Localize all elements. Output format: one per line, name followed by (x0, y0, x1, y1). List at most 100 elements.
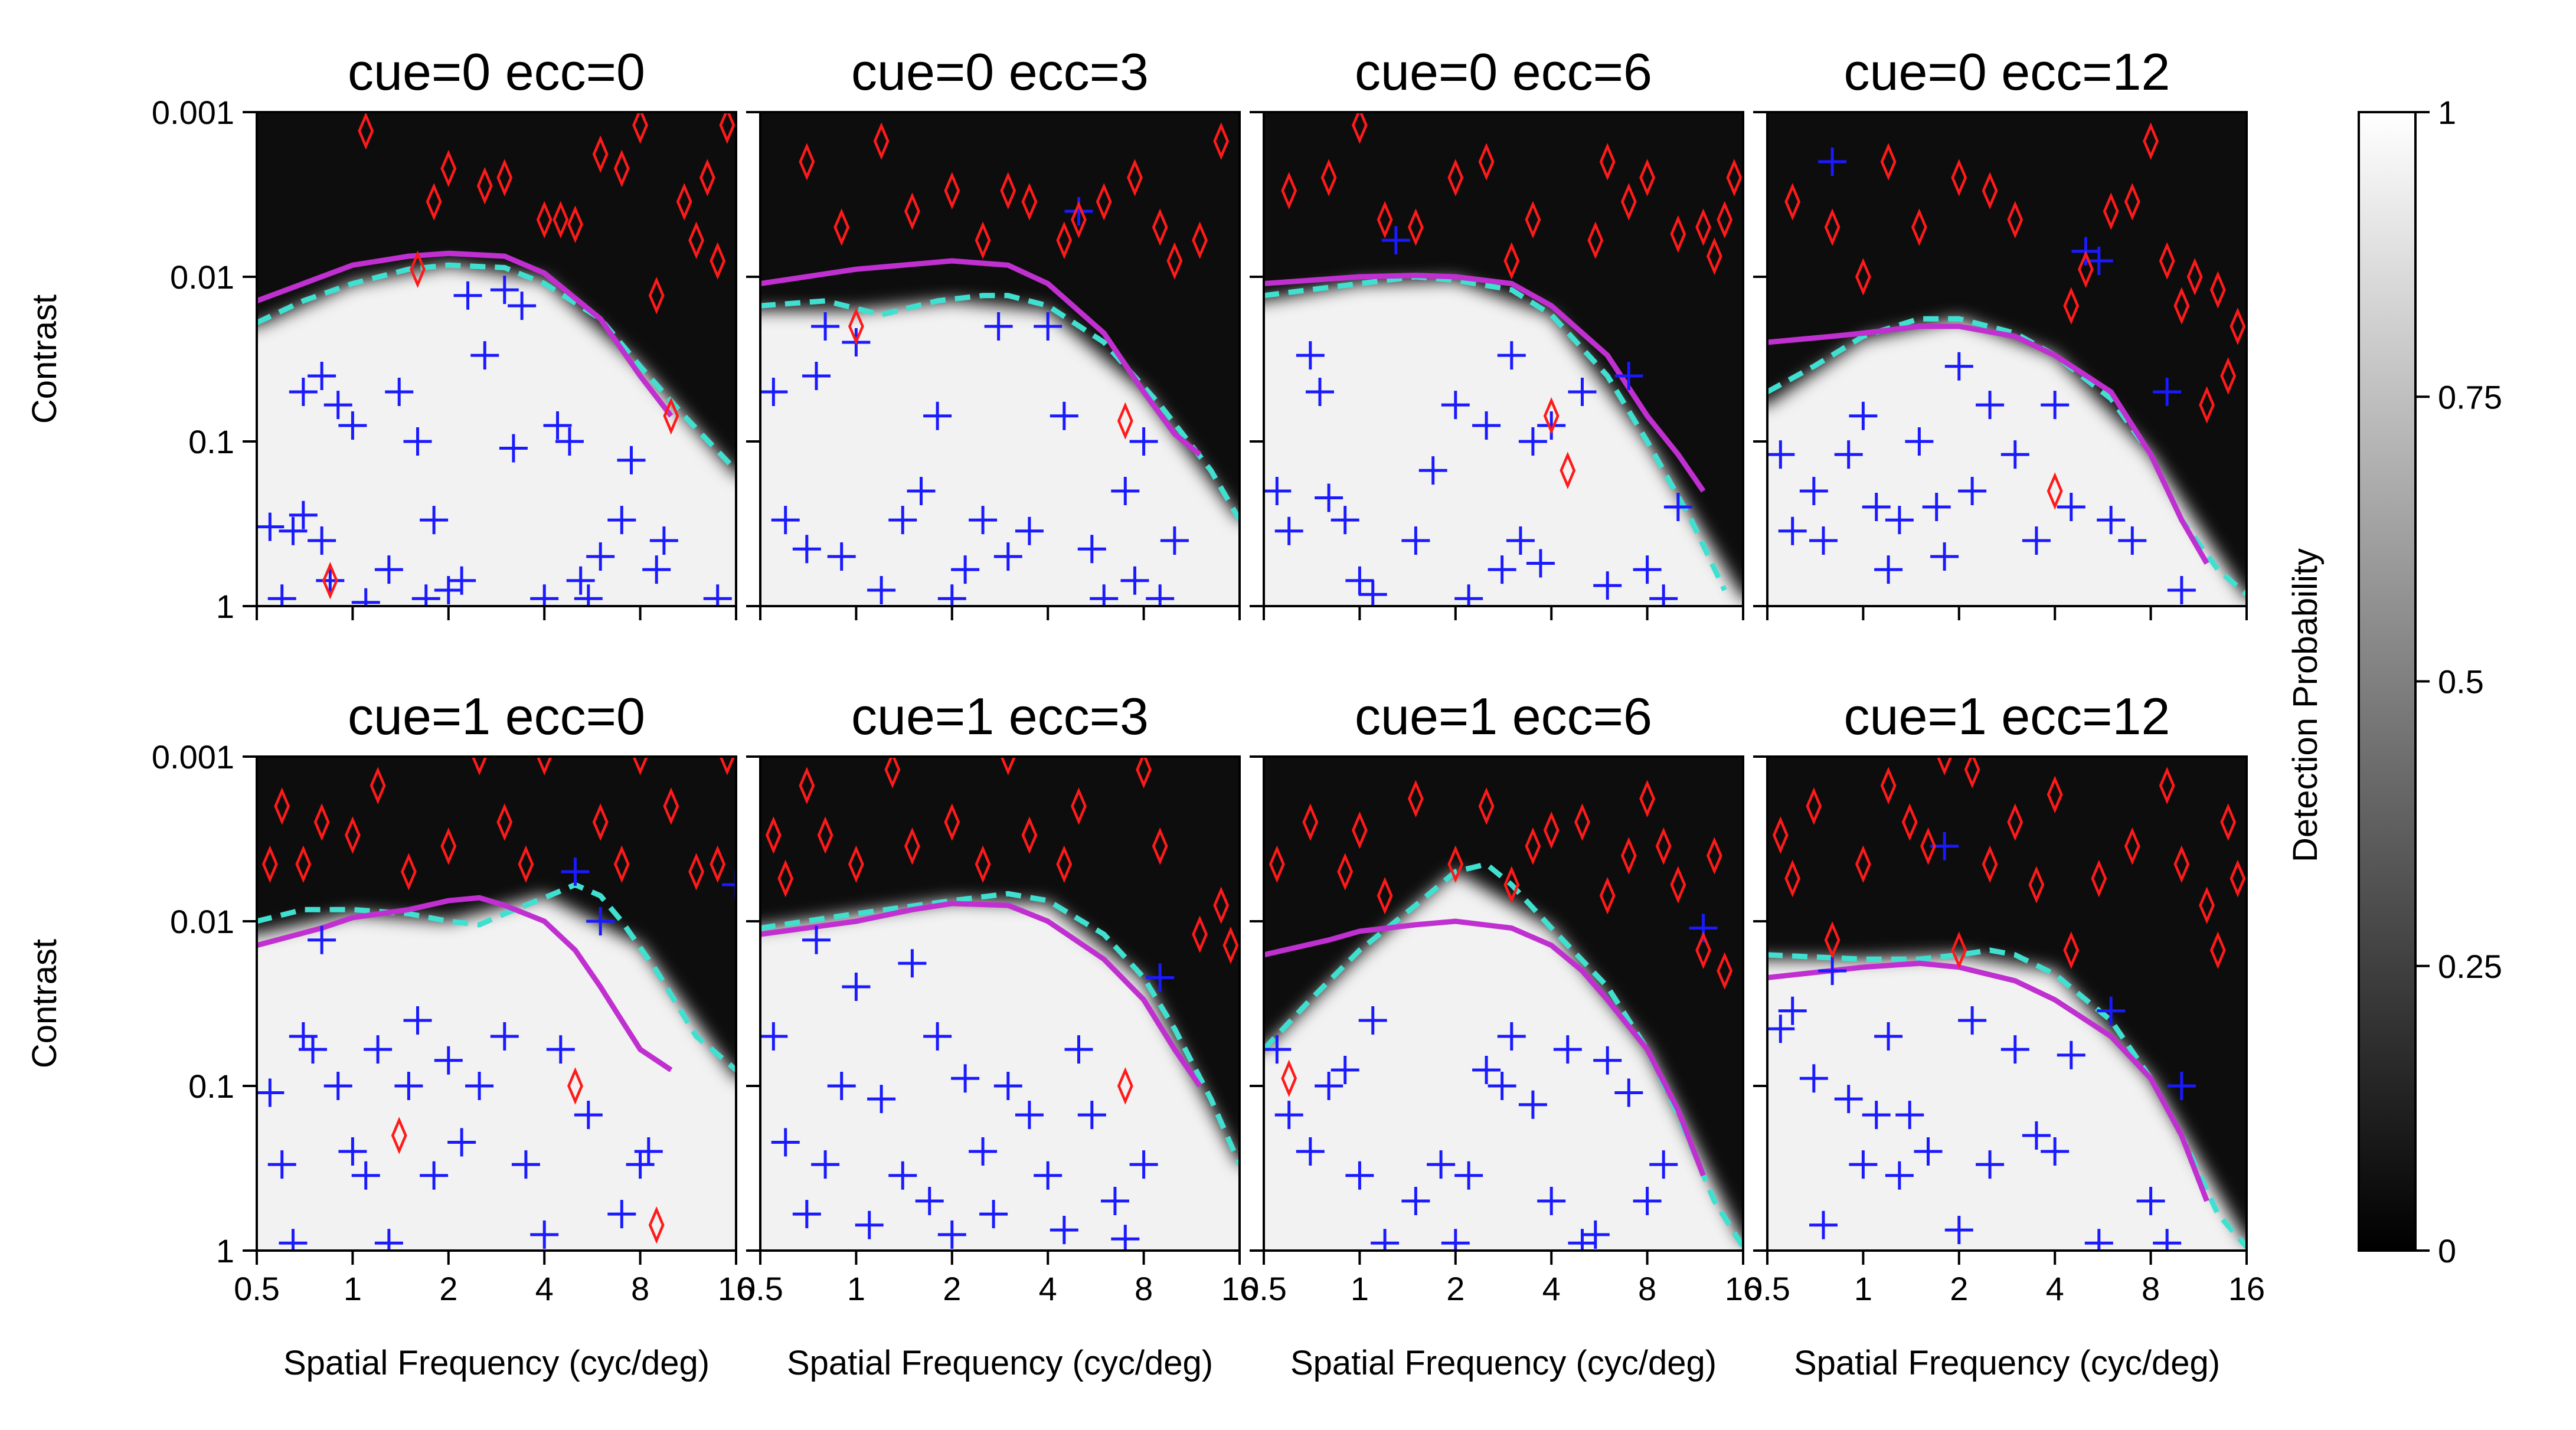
missed-point (1302, 803, 1319, 841)
detected-point (470, 341, 499, 370)
detected-point (951, 1064, 980, 1093)
missed-point (1071, 201, 1087, 239)
detected-point (338, 411, 367, 440)
missed-point (1192, 221, 1208, 259)
detected-point (2022, 526, 2051, 555)
detected-point (923, 1022, 952, 1051)
detected-point (1100, 1187, 1129, 1216)
missed-point (1620, 183, 1637, 221)
detected-point (374, 555, 403, 584)
detected-point (1799, 476, 1828, 505)
missed-point (1478, 143, 1495, 181)
detected-point (1874, 555, 1903, 584)
detected-point (1441, 391, 1470, 420)
dashed-curve (760, 293, 1240, 522)
detected-point (1296, 341, 1325, 370)
detected-point (1472, 1055, 1501, 1084)
dashed-curve (760, 891, 1240, 1166)
x-tick-label: 16 (1725, 1270, 1761, 1307)
missed-point (1117, 402, 1133, 440)
detected-point (1663, 493, 1692, 522)
colorbar-tick-label: 1 (2438, 94, 2456, 131)
solid-curve (1767, 960, 2209, 1202)
solid-curve (1264, 273, 1706, 493)
x-tick-label: 8 (1638, 1270, 1656, 1307)
missed-point (817, 816, 833, 854)
missed-point (1951, 931, 1967, 969)
detected-point (1015, 1101, 1044, 1130)
detected-point (1274, 1101, 1303, 1130)
detected-point (2057, 1040, 2085, 1069)
panel-title: cue=1 ecc=12 (1844, 687, 2170, 745)
detected-point (642, 555, 671, 584)
detected-point (867, 575, 896, 604)
detected-point (649, 526, 678, 555)
detected-point (1930, 542, 1959, 571)
detected-point (1809, 1210, 1838, 1239)
detected-point (1401, 1187, 1430, 1216)
detected-point (1593, 1046, 1622, 1075)
detected-point (951, 555, 980, 584)
detected-point (771, 1128, 800, 1157)
missed-point (1951, 159, 1967, 197)
detected-point (1497, 1022, 1526, 1051)
y-axis-label: Contrast (25, 939, 64, 1068)
detected-point (411, 584, 440, 606)
missed-point (1525, 827, 1541, 865)
missed-point (1213, 122, 1230, 160)
missed-point (1478, 787, 1495, 825)
missed-point (1824, 921, 1841, 959)
detected-region (257, 895, 736, 1251)
x-tick-label: 2 (1950, 1270, 1968, 1307)
missed-point (313, 803, 330, 841)
y-tick-label: 0.1 (188, 423, 234, 460)
detected-point (1381, 226, 1410, 255)
detected-point (351, 1161, 380, 1190)
missed-point (904, 827, 920, 865)
missed-point (2078, 250, 2094, 289)
detected-point (802, 361, 831, 390)
detected-point (1526, 549, 1555, 578)
missed-point (440, 827, 457, 865)
missed-point (1964, 757, 1980, 788)
detected-point (1581, 1220, 1610, 1249)
detected-point (1649, 584, 1678, 606)
detected-point (760, 378, 788, 407)
missed-point (1706, 837, 1722, 875)
x-axis-label: Spatial Frequency (cyc/deg) (283, 1344, 710, 1382)
missed-point (1880, 767, 1897, 804)
y-tick-label: 0.01 (170, 903, 234, 940)
missed-point (1920, 827, 1936, 865)
detected-point (827, 1072, 856, 1100)
detected-point (1895, 1101, 1924, 1130)
detected-point (617, 446, 646, 475)
detected-point (1401, 526, 1430, 555)
missed-point (1936, 757, 1953, 775)
missed-point (1000, 757, 1016, 775)
detected-point (898, 949, 927, 978)
detected-point (888, 506, 917, 535)
solid-curve (1767, 323, 2209, 565)
panel-frame (256, 755, 737, 1252)
detected-point (1077, 535, 1106, 564)
y-tick-label: 0.1 (188, 1068, 234, 1105)
detected-point (323, 1072, 352, 1100)
detected-point (1506, 526, 1535, 555)
missed-point (1152, 208, 1168, 246)
detected-point (1809, 526, 1838, 555)
detected-point (1818, 956, 1847, 985)
missed-point (873, 122, 890, 160)
x-tick-label: 0.5 (737, 1270, 783, 1307)
missed-point (777, 859, 794, 898)
panel-title: cue=1 ecc=3 (851, 687, 1149, 745)
missed-point (2199, 886, 2215, 924)
missed-point (344, 816, 361, 854)
missed-point (2186, 258, 2203, 296)
detected-point (1111, 1225, 1140, 1251)
detected-point (1862, 1101, 1891, 1130)
x-tick-label: 1 (1351, 1270, 1369, 1307)
detected-point (888, 1161, 917, 1190)
colorbar: 0 0.25 0.5 0.75 1 Detection Probability (2286, 94, 2502, 1269)
detected-point (586, 907, 615, 935)
